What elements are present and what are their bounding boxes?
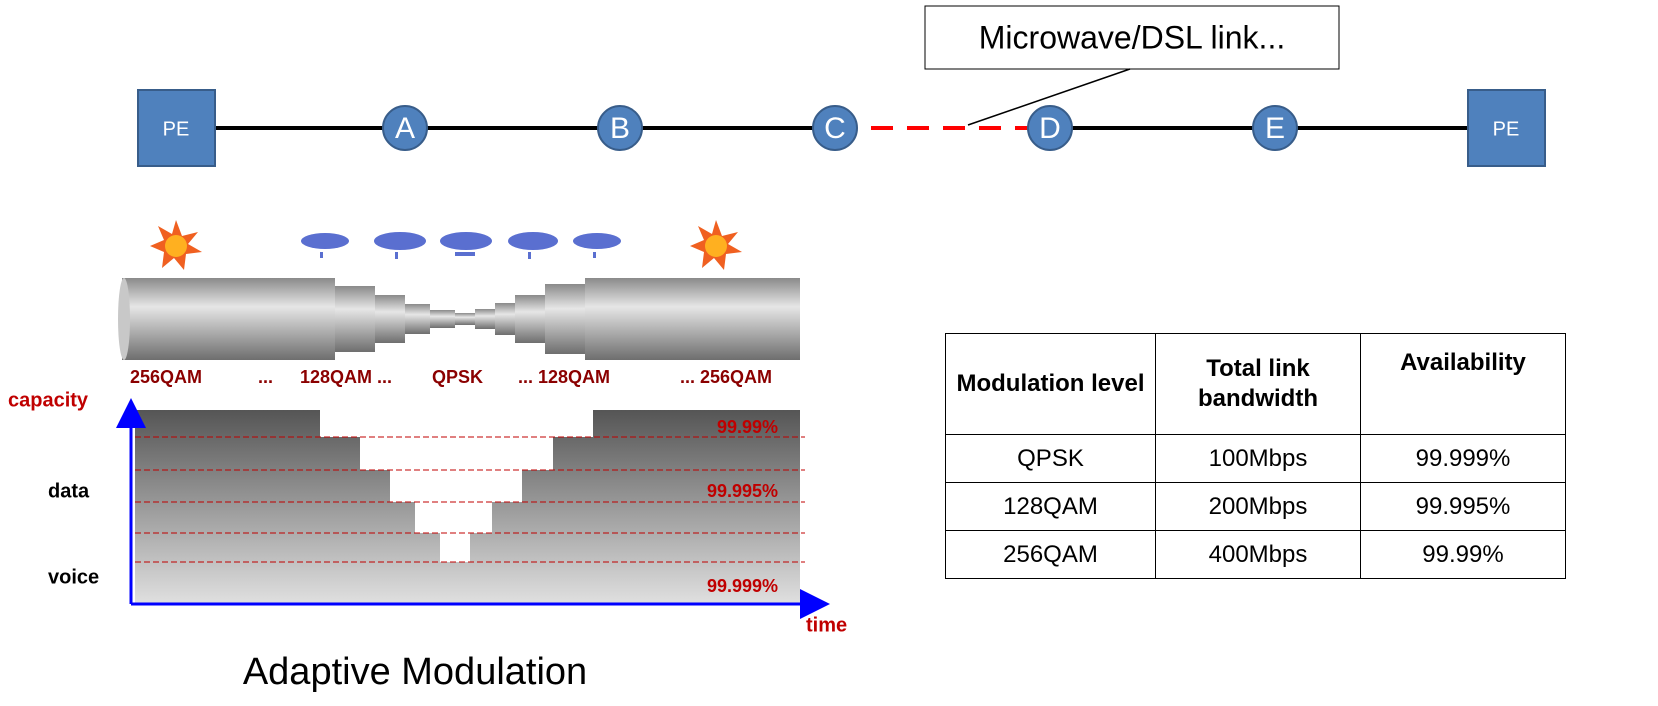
table-cell: 99.99% [1361, 531, 1566, 579]
modulation-label: 128QAM ... [300, 367, 392, 387]
x-axis-label: time [806, 614, 847, 636]
weather [150, 220, 742, 270]
pipe-section [545, 284, 585, 354]
table-cell: 128QAM [946, 483, 1156, 531]
pipe-section [405, 304, 430, 334]
pipe-section [585, 278, 800, 360]
node-label: A [395, 112, 415, 145]
table-cell: 200Mbps [1156, 483, 1361, 531]
pipe-section [515, 295, 545, 343]
node-label: B [610, 112, 630, 145]
header-row: Modulation level Total link bandwidth Av… [946, 334, 1566, 435]
header-cell: Modulation level [946, 334, 1156, 435]
node-label: E [1265, 112, 1285, 145]
modulation-label: 256QAM [130, 367, 202, 387]
modulation-labels: 256QAM... 128QAM ... QPSK ... 128QAM ... 256… [130, 367, 772, 387]
table-cell: 400Mbps [1156, 531, 1361, 579]
header-cell: Total link bandwidth [1156, 334, 1361, 435]
modulation-label: ... 256QAM [680, 367, 772, 387]
table-cell: 99.995% [1361, 483, 1566, 531]
modulation-label: QPSK [432, 367, 483, 387]
modulation-label: ... 128QAM [518, 367, 610, 387]
modulation-label: ... [258, 367, 273, 387]
pipe-section [335, 286, 375, 352]
pipe [118, 278, 800, 360]
level-label: data [48, 480, 90, 502]
availability-label: 99.99% [717, 417, 778, 437]
pipe-section [430, 310, 455, 328]
pipe-end [118, 278, 130, 360]
callout-text: Microwave/DSL link... [979, 19, 1285, 55]
capacity-area [135, 410, 800, 604]
modulation-table: Modulation level Total link bandwidth Av… [945, 333, 1566, 579]
node-label: D [1039, 112, 1061, 145]
caption: Adaptive Modulation [243, 651, 587, 693]
availability-label: 99.999% [707, 576, 778, 596]
level-label: voice [48, 566, 99, 588]
sun [150, 220, 202, 270]
pipe-section [495, 303, 515, 335]
sun [690, 220, 742, 270]
table-cell: 100Mbps [1156, 435, 1361, 483]
pipe-section [455, 313, 475, 325]
y-axis-label: capacity [8, 389, 89, 411]
table-cell: QPSK [946, 435, 1156, 483]
node-label: PE [1493, 118, 1520, 140]
header-cell: Availability [1361, 334, 1566, 435]
table-cell: 256QAM [946, 531, 1156, 579]
page: Microwave/DSL link... PE A B C D E PE 256QAM..… [0, 0, 1658, 706]
pipe-section [475, 309, 495, 329]
pipe-section [375, 295, 405, 343]
node-label: PE [163, 118, 190, 140]
pipe-section [122, 278, 335, 360]
availability-label: 99.995% [707, 481, 778, 501]
node-label: C [824, 112, 846, 145]
table-cell: 99.999% [1361, 435, 1566, 483]
clouds [301, 232, 621, 259]
